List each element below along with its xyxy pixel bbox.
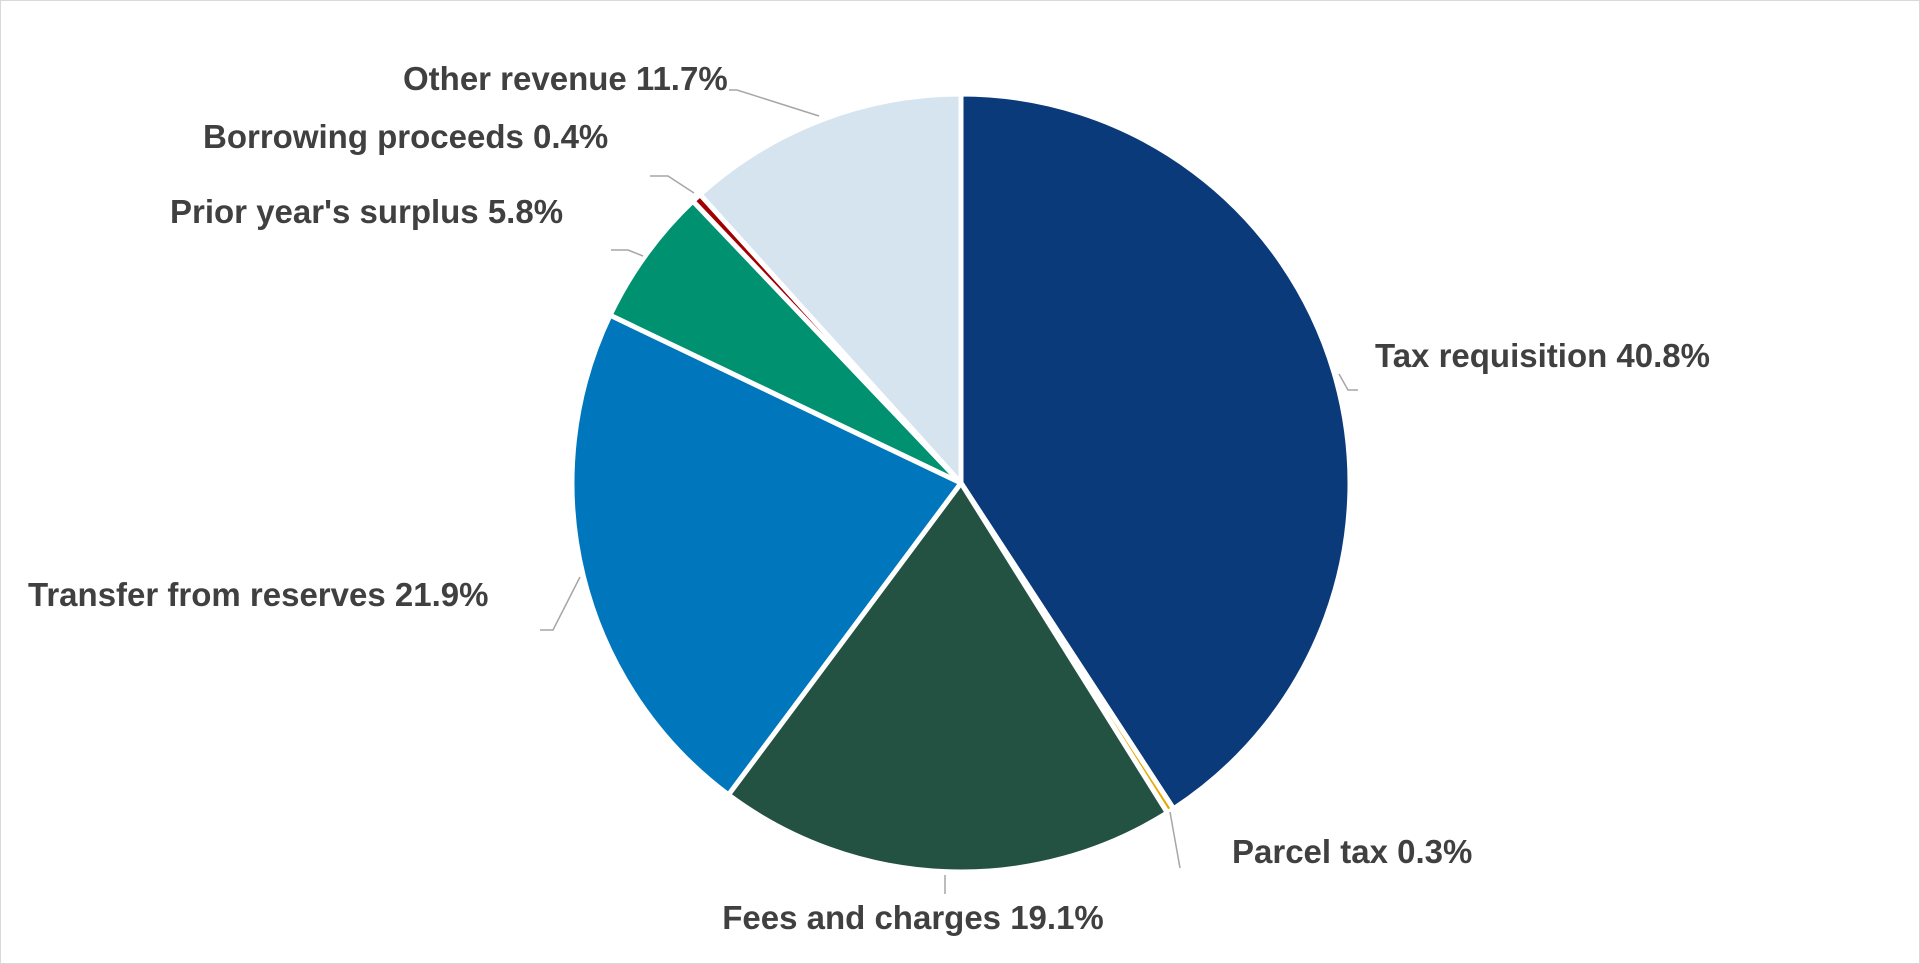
label-prior-years-surplus: Prior year's surplus 5.8% [170,193,563,230]
label-transfer-from-reserves: Transfer from reserves 21.9% [28,576,488,613]
label-borrowing-proceeds: Borrowing proceeds 0.4% [203,118,608,155]
leader-line-parcel-tax [1169,811,1181,869]
pie-slice-fees-and-charges [725,480,1170,875]
label-parcel-tax: Parcel tax 0.3% [1232,833,1472,870]
label-tax-requisition: Tax requisition 40.8% [1375,337,1710,374]
leader-line-tax-requisition [1338,373,1358,391]
label-fees-and-charges: Fees and charges 19.1% [722,899,1104,936]
leader-line-other-revenue [729,89,820,117]
pie-slice-prior-year-s-surplus [607,198,964,486]
pie-slice-transfer-from-reserves [569,312,964,798]
label-other-revenue: Other revenue 11.7% [403,60,728,97]
leader-line-transfer-from-reserves [540,576,581,631]
leader-line-prior-years-surplus [611,249,644,257]
leader-line-borrowing-proceeds [650,175,695,194]
pie-slice-other-revenue [697,91,964,486]
